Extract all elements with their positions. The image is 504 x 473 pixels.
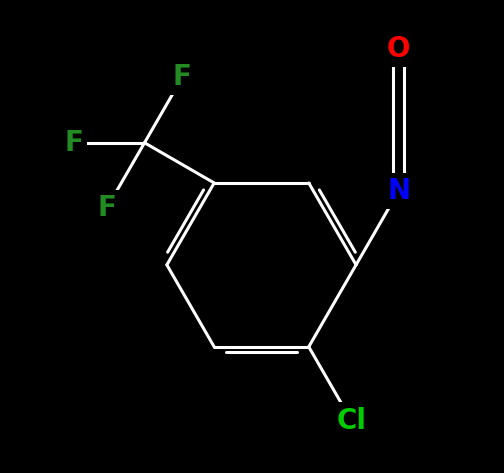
Text: O: O bbox=[387, 35, 410, 63]
Text: N: N bbox=[387, 177, 410, 205]
Text: F: F bbox=[173, 63, 192, 91]
Text: F: F bbox=[64, 129, 83, 157]
Text: Cl: Cl bbox=[336, 406, 366, 435]
Text: F: F bbox=[97, 194, 116, 222]
